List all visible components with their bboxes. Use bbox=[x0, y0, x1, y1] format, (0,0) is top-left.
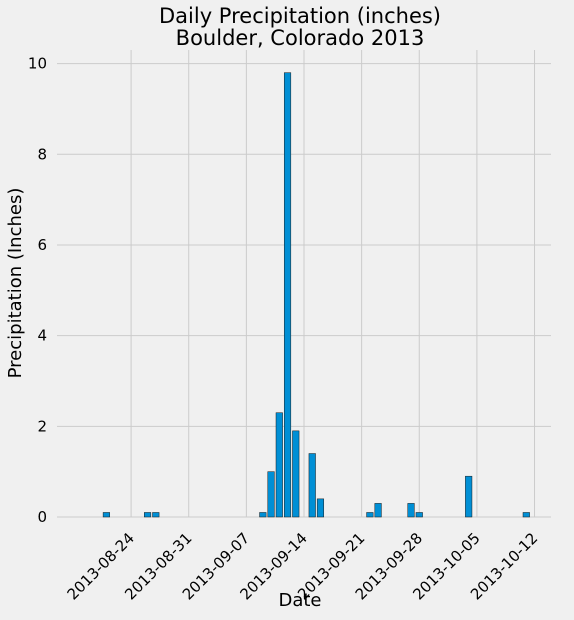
y-tick-label: 10 bbox=[28, 55, 47, 73]
y-tick-labels: 0 2 4 6 8 10 bbox=[28, 55, 47, 526]
bar bbox=[465, 475, 473, 518]
bar bbox=[144, 512, 152, 518]
y-tick-label: 8 bbox=[37, 145, 47, 163]
y-tick-label: 6 bbox=[37, 236, 47, 254]
bar bbox=[415, 512, 423, 518]
bar bbox=[267, 471, 275, 518]
x-axis-label: Date bbox=[278, 590, 321, 611]
bar bbox=[283, 72, 292, 518]
bar bbox=[522, 512, 530, 518]
bar bbox=[152, 512, 160, 518]
bar bbox=[407, 503, 415, 518]
y-axis-label: Precipitation (Inches) bbox=[5, 188, 26, 379]
y-tick-label: 2 bbox=[37, 417, 47, 435]
bar bbox=[308, 453, 316, 518]
bars bbox=[102, 72, 530, 518]
bar bbox=[292, 430, 300, 518]
chart-title: Daily Precipitation (inches) bbox=[159, 4, 441, 28]
bar bbox=[366, 512, 374, 518]
y-tick-label: 0 bbox=[37, 508, 47, 526]
y-tick-label: 4 bbox=[37, 327, 47, 345]
bar bbox=[316, 498, 325, 518]
bar bbox=[102, 512, 110, 518]
x-gridlines bbox=[130, 50, 536, 517]
bar bbox=[374, 503, 382, 518]
bar bbox=[259, 512, 267, 518]
chart-subtitle: Boulder, Colorado 2013 bbox=[176, 26, 425, 50]
bar bbox=[275, 412, 283, 518]
